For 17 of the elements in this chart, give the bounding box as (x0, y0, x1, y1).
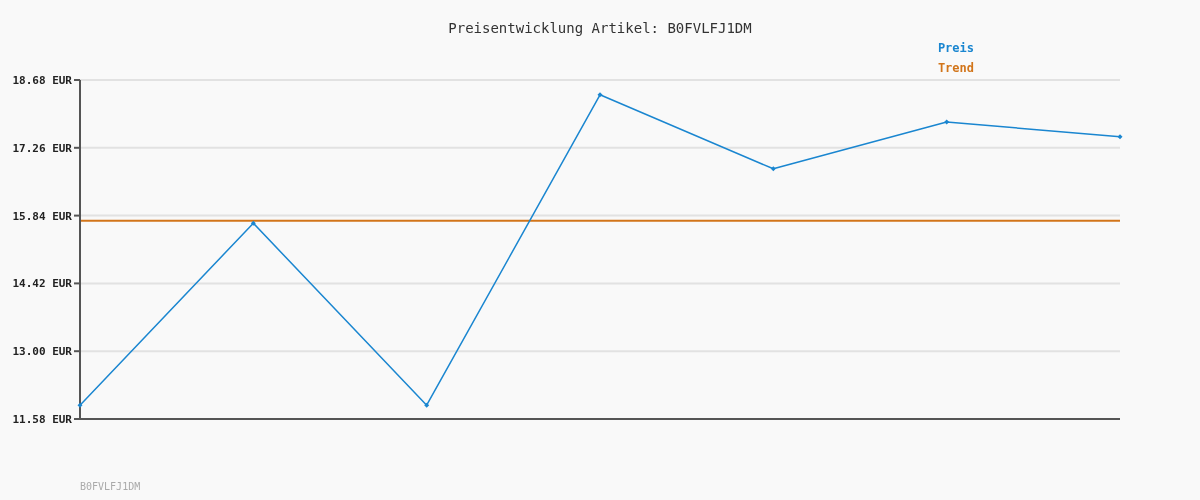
y-tick-label: 18.68 EUR (12, 73, 73, 87)
y-tick-label: 13.00 EUR (12, 345, 73, 359)
point (424, 402, 430, 408)
point (944, 119, 950, 125)
y-tick-label: 14.42 EUR (12, 277, 73, 291)
point (1117, 134, 1123, 140)
ref-line-label: Trend (937, 60, 974, 77)
text: Preis (937, 40, 974, 57)
point (597, 92, 603, 98)
text: B0FVLFJ1DM (80, 481, 141, 492)
chart-title: Preisentwicklung Artikel: B0FVLFJ1DM (447, 20, 753, 36)
y-tick-label: 11.58 EUR (12, 412, 73, 426)
y-tick-label: 15.84 EUR (12, 209, 73, 223)
point (770, 166, 776, 172)
point (250, 220, 256, 226)
point (77, 402, 83, 408)
y-tick-label: 17.26 EUR (12, 141, 73, 155)
